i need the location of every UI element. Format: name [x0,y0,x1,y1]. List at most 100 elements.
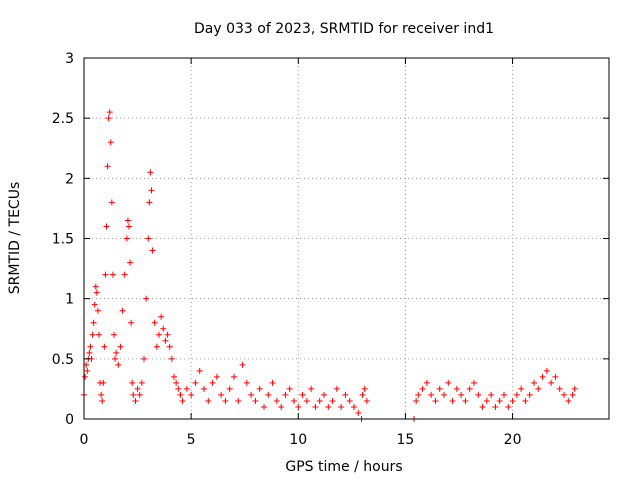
data-point [509,397,516,404]
data-point [359,391,366,398]
data-point [552,373,559,380]
data-point [171,373,177,380]
data-point [179,397,186,404]
data-point [479,403,486,410]
chart-title: Day 033 of 2023, SRMTID for receiver ind… [194,21,494,37]
data-point [308,385,315,392]
data-point [175,385,182,392]
data-point [548,379,555,386]
data-point [312,403,319,410]
data-points [81,109,578,422]
data-point [492,403,499,410]
x-tick-label: 0 [80,432,89,448]
data-point [201,385,207,392]
data-point [126,223,132,230]
data-point [351,403,357,410]
x-tick-label: 5 [187,432,196,448]
data-point [526,391,533,398]
data-point [84,367,91,374]
data-point [432,397,439,404]
y-tick-label: 1 [65,292,74,308]
data-point [539,373,546,380]
x-axis-label: GPS time / hours [285,459,402,475]
data-point [105,115,112,122]
data-point [543,367,550,374]
data-point [151,319,158,326]
data-point [273,397,280,404]
data-point [531,379,537,386]
data-point [243,379,250,386]
data-point [147,169,154,176]
y-tick-label: 2.5 [52,111,74,127]
data-point [303,397,310,404]
data-point [146,199,153,206]
data-point [82,373,89,380]
data-point [101,343,108,350]
data-point [173,379,180,386]
data-point [413,397,420,404]
data-point [248,391,255,398]
data-point [121,271,128,278]
data-point [471,379,477,386]
data-point [90,319,97,326]
data-point [119,307,126,314]
data-point [363,397,370,404]
data-point [143,295,150,302]
data-point [134,385,141,392]
data-point [286,385,293,392]
data-point [231,373,237,380]
data-point [168,355,175,362]
data-point [91,301,98,308]
data-point [107,139,114,146]
data-point [453,385,460,392]
data-point [192,379,199,386]
data-point [132,397,139,404]
data-point [164,331,171,338]
data-point [115,361,122,368]
data-point [93,289,100,296]
data-point [475,391,482,398]
data-point [153,343,160,350]
data-point [282,391,289,398]
y-tick-label: 1.5 [52,232,74,248]
data-point [177,391,184,398]
x-tick-label: 20 [504,432,522,448]
data-point [265,391,272,398]
data-point [556,385,563,392]
x-tick-label: 15 [397,432,415,448]
data-point [166,343,173,350]
data-point [112,355,119,362]
data-point [423,379,430,386]
data-point [129,379,136,386]
data-point [158,313,165,320]
data-point [505,403,512,410]
data-point [361,385,368,392]
data-point [483,397,490,404]
data-point [145,235,152,242]
data-point [86,349,93,356]
data-point [346,397,353,404]
data-point [183,385,190,392]
data-point [205,397,212,404]
data-point [130,391,137,398]
data-point [218,391,225,398]
data-point [188,391,195,398]
data-point [138,379,145,386]
data-point [89,331,96,338]
data-point [256,385,263,392]
data-point [87,343,94,350]
data-point [513,391,520,398]
data-point [449,397,456,404]
data-point [235,397,242,404]
data-point [333,385,340,392]
data-point [128,319,135,326]
data-point [141,355,147,362]
data-point [299,391,306,398]
data-point [436,385,443,392]
data-point [269,379,276,386]
data-point [160,325,167,332]
data-point [92,283,99,290]
data-point [561,391,567,398]
data-point [496,397,503,404]
